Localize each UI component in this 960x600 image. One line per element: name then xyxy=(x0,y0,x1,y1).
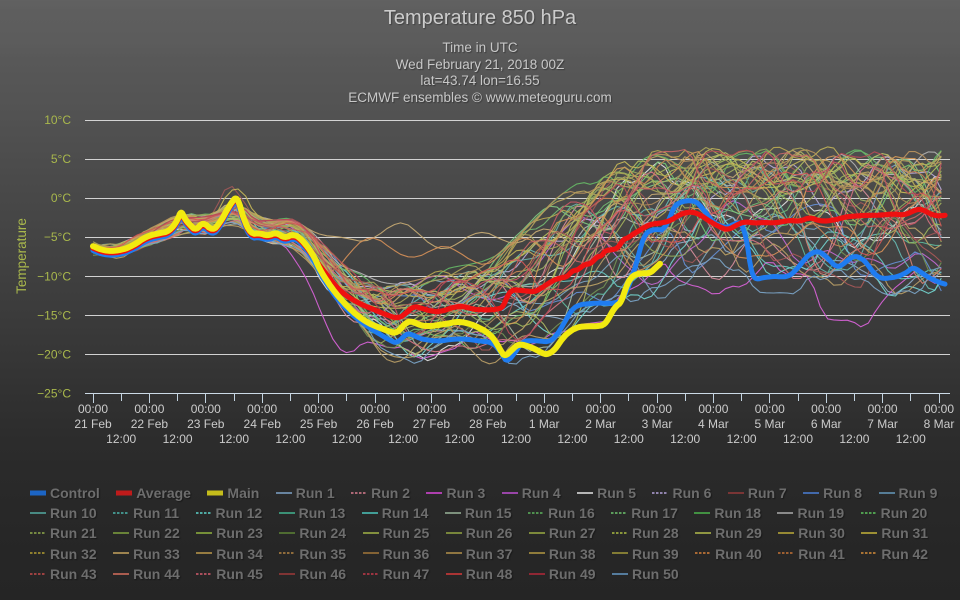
svg-text:22 Feb: 22 Feb xyxy=(131,417,169,431)
svg-text:3 Mar: 3 Mar xyxy=(642,417,673,431)
svg-text:12:00: 12:00 xyxy=(501,432,531,446)
svg-text:−10°C: −10°C xyxy=(37,269,71,283)
svg-text:1 Mar: 1 Mar xyxy=(529,417,560,431)
svg-text:12:00: 12:00 xyxy=(163,432,193,446)
svg-text:10°C: 10°C xyxy=(44,113,71,127)
svg-text:2 Mar: 2 Mar xyxy=(585,417,616,431)
svg-text:8 Mar: 8 Mar xyxy=(924,417,955,431)
svg-text:12:00: 12:00 xyxy=(219,432,249,446)
svg-text:00:00: 00:00 xyxy=(698,402,728,416)
svg-text:00:00: 00:00 xyxy=(416,402,446,416)
svg-text:6 Mar: 6 Mar xyxy=(811,417,842,431)
svg-text:12:00: 12:00 xyxy=(839,432,869,446)
svg-text:Temperature: Temperature xyxy=(14,218,29,294)
svg-text:27 Feb: 27 Feb xyxy=(413,417,451,431)
svg-text:12:00: 12:00 xyxy=(106,432,136,446)
svg-text:5°C: 5°C xyxy=(51,152,71,166)
svg-text:00:00: 00:00 xyxy=(78,402,108,416)
svg-text:12:00: 12:00 xyxy=(445,432,475,446)
svg-text:4 Mar: 4 Mar xyxy=(698,417,729,431)
svg-text:5 Mar: 5 Mar xyxy=(754,417,785,431)
svg-text:00:00: 00:00 xyxy=(586,402,616,416)
svg-text:12:00: 12:00 xyxy=(332,432,362,446)
svg-text:00:00: 00:00 xyxy=(360,402,390,416)
svg-text:0°C: 0°C xyxy=(51,191,71,205)
svg-text:00:00: 00:00 xyxy=(868,402,898,416)
svg-text:−5°C: −5°C xyxy=(44,230,71,244)
svg-text:00:00: 00:00 xyxy=(755,402,785,416)
svg-text:12:00: 12:00 xyxy=(388,432,418,446)
svg-text:00:00: 00:00 xyxy=(134,402,164,416)
svg-text:−15°C: −15°C xyxy=(37,308,71,322)
svg-text:12:00: 12:00 xyxy=(783,432,813,446)
svg-text:12:00: 12:00 xyxy=(670,432,700,446)
svg-text:12:00: 12:00 xyxy=(614,432,644,446)
svg-text:12:00: 12:00 xyxy=(557,432,587,446)
svg-text:00:00: 00:00 xyxy=(529,402,559,416)
svg-text:−20°C: −20°C xyxy=(37,347,71,361)
svg-text:12:00: 12:00 xyxy=(727,432,757,446)
svg-text:21 Feb: 21 Feb xyxy=(74,417,112,431)
svg-text:00:00: 00:00 xyxy=(811,402,841,416)
svg-text:12:00: 12:00 xyxy=(896,432,926,446)
svg-text:00:00: 00:00 xyxy=(473,402,503,416)
svg-text:00:00: 00:00 xyxy=(304,402,334,416)
svg-text:−25°C: −25°C xyxy=(37,387,71,401)
svg-text:7 Mar: 7 Mar xyxy=(867,417,898,431)
svg-text:25 Feb: 25 Feb xyxy=(300,417,338,431)
svg-text:28 Feb: 28 Feb xyxy=(469,417,507,431)
svg-text:26 Feb: 26 Feb xyxy=(356,417,394,431)
svg-text:12:00: 12:00 xyxy=(275,432,305,446)
svg-text:24 Feb: 24 Feb xyxy=(244,417,282,431)
svg-text:00:00: 00:00 xyxy=(642,402,672,416)
svg-text:23 Feb: 23 Feb xyxy=(187,417,225,431)
svg-text:00:00: 00:00 xyxy=(191,402,221,416)
svg-text:00:00: 00:00 xyxy=(924,402,954,416)
svg-text:00:00: 00:00 xyxy=(247,402,277,416)
